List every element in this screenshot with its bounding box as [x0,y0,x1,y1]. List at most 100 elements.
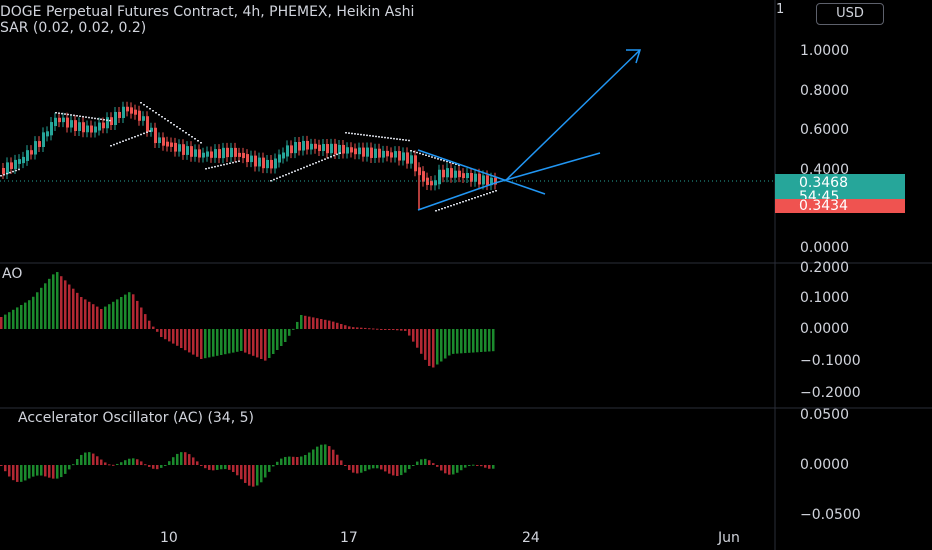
ao-bar [424,329,427,360]
candle [126,106,129,112]
ac-bar [488,465,491,469]
ao-bar [72,288,75,329]
sar-dot [294,170,296,172]
ao-bar [116,299,119,329]
ac-bar [208,465,211,470]
ao-bar [228,329,231,354]
candle [234,147,237,157]
ao-bar [420,329,423,354]
ac-bar [320,444,323,465]
ao-bar [468,329,471,353]
ao-bar [312,317,315,329]
symbol-title[interactable]: DOGE Perpetual Futures Contract, 4h, PHE… [0,4,415,20]
candle [114,111,117,125]
ao-bar [124,294,127,329]
ac-pane-title[interactable]: Accelerator Oscillator (AC) (34, 5) [18,410,254,426]
candle [322,144,325,152]
candle [318,144,321,152]
ac-bar [240,465,243,480]
candle [314,143,317,149]
low-price-value: 0.3434 [799,198,848,214]
candle [430,180,433,186]
ao-bar [288,329,291,336]
sar-dot [146,106,148,108]
ao-bar [248,329,251,355]
candle [14,159,17,169]
ac-bar [336,454,339,465]
ac-bar [436,465,439,467]
sar-legend[interactable]: SAR (0.02, 0.02, 0.2) [0,20,147,36]
ao-tick: 0.1000 [800,290,849,306]
sar-dot [110,145,112,147]
sar-dot [435,210,437,212]
ac-bar [236,465,239,476]
candle [18,159,21,164]
sar-dot [410,150,412,152]
candle [278,154,281,163]
candle [22,156,25,164]
ac-bar [108,464,111,466]
target-arrow-line[interactable] [504,49,641,182]
ac-bar [260,465,263,483]
candle [94,126,97,133]
sar-dot [458,164,460,166]
ac-bar [48,465,51,478]
candle [438,169,441,185]
ac-bar [176,453,179,465]
upper-trendline[interactable] [417,149,546,195]
candle [442,169,445,178]
sar-dot [116,142,118,145]
sar-dot [452,162,454,165]
ao-bar [24,302,27,329]
candle [286,145,289,157]
price-tick: 0.6000 [800,122,849,138]
sar-dot [390,137,392,140]
ao-bar [388,329,391,330]
candle [386,150,389,157]
time-tick: 17 [340,530,358,546]
candle [466,172,469,179]
ac-bar [140,461,143,465]
ac-bar [184,452,187,465]
candle [118,111,121,118]
ao-bar [96,306,99,329]
ao-bar [292,328,295,330]
lower-trendline[interactable] [417,182,496,211]
candle [342,144,345,154]
ac-bar [408,465,411,470]
sar-dot [149,130,151,132]
ao-bar [356,327,359,329]
candle [374,148,377,158]
ao-pane-title[interactable]: AO [2,266,23,282]
ac-bar [96,456,99,465]
candle [106,117,109,129]
ac-bar [148,465,151,467]
currency-button[interactable]: USD [816,3,884,25]
sar-dot [438,209,440,211]
ac-bar [60,465,63,478]
ao-tick: −0.2000 [800,385,861,401]
sar-dot [188,134,190,136]
ao-bar [60,276,63,329]
ac-bar [428,460,431,465]
ac-bar [32,465,35,477]
ac-bar [360,465,363,473]
ao-bar [8,312,11,329]
ao-bar [12,309,15,329]
sar-dot [387,137,389,139]
sar-dot [64,113,66,115]
candle [82,122,85,133]
sar-dot [449,161,451,164]
candle [210,151,213,158]
sar-dot [194,138,196,140]
ac-bar [52,465,55,479]
trend-drawings[interactable] [417,49,642,211]
breakout-line[interactable] [494,152,601,184]
sar-dot [152,110,154,112]
ao-bar [36,292,39,329]
candle [214,149,217,158]
ao-bar [136,300,139,329]
candle [362,147,365,157]
